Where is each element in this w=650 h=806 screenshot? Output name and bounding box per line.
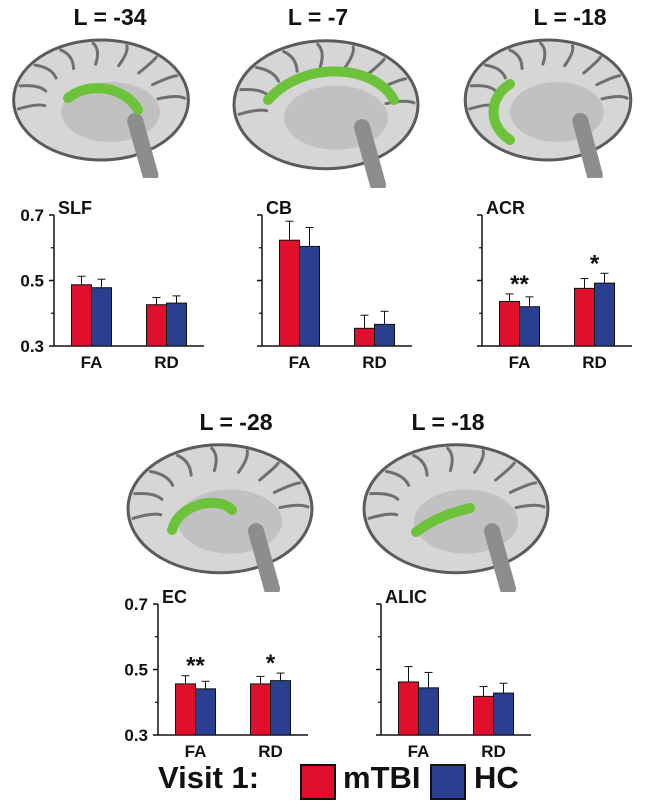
x-tick-label: FA <box>289 353 311 372</box>
y-tick-label: 0.3 <box>20 337 44 356</box>
x-tick-label: RD <box>258 742 283 761</box>
significance-marker: ** <box>510 271 529 298</box>
chart-title: ACR <box>486 198 525 218</box>
bar-mtbi-fa <box>279 239 300 347</box>
y-tick-label: 0.7 <box>20 206 44 225</box>
brain-image-alic <box>362 443 550 592</box>
x-tick-label: RD <box>481 742 506 761</box>
brain-image-slf <box>12 38 190 178</box>
bar-hc-rd <box>594 282 615 347</box>
bar-hc-fa <box>195 688 216 736</box>
legend-swatch-hc <box>430 764 466 800</box>
legend-label-hc: HC <box>474 760 519 795</box>
bar-mtbi-fa <box>71 284 92 347</box>
bar-mtbi-rd <box>250 683 271 736</box>
bar-mtbi-fa <box>175 683 196 736</box>
chart-slf: SLF 0.3 0.5 0.7 FA RD <box>20 198 204 372</box>
brain-label-ec: L = -28 <box>199 409 273 435</box>
bar-mtbi-rd <box>354 327 375 347</box>
brain-label-slf: L = -34 <box>73 4 147 30</box>
chart-title: CB <box>266 198 292 218</box>
bar-mtbi-fa <box>398 681 419 736</box>
brain-label-cb: L = -7 <box>287 4 349 30</box>
x-tick-label: RD <box>582 353 607 372</box>
x-tick-label: FA <box>408 742 430 761</box>
chart-ec: EC 0.3 0.5 0.7 FA ** RD * <box>124 587 308 761</box>
bar-mtbi-rd <box>146 304 167 347</box>
y-tick-label: 0.5 <box>124 661 148 680</box>
legend-label-mtbi: mTBI <box>343 760 421 795</box>
bar-hc-fa <box>418 687 439 736</box>
bar-hc-fa <box>91 287 112 347</box>
bar-hc-fa <box>519 306 540 347</box>
chart-title: EC <box>162 587 187 607</box>
bar-hc-rd <box>493 692 514 736</box>
chart-cb: CB FA RD <box>257 198 412 372</box>
significance-marker: * <box>266 650 276 677</box>
legend-prefix: Visit 1: <box>158 760 260 795</box>
x-tick-label: FA <box>509 353 531 372</box>
significance-marker: * <box>590 250 600 277</box>
bar-mtbi-rd <box>574 287 595 347</box>
y-tick-label: 0.3 <box>124 726 148 745</box>
bar-hc-rd <box>270 680 291 736</box>
legend: Visit 1: mTBI HC <box>0 756 650 806</box>
chart-title: SLF <box>58 198 92 218</box>
x-tick-label: RD <box>154 353 179 372</box>
chart-alic: ALIC FA RD <box>376 587 531 761</box>
legend-swatch-mtbi <box>300 764 336 800</box>
brain-image-acr <box>463 38 633 178</box>
x-tick-label: RD <box>362 353 387 372</box>
brain-image-ec <box>126 443 314 592</box>
x-tick-label: FA <box>185 742 207 761</box>
brain-image-cb <box>232 39 420 188</box>
chart-title: ALIC <box>385 587 427 607</box>
bar-hc-rd <box>166 302 187 347</box>
bar-mtbi-fa <box>499 300 520 347</box>
brain-label-acr: L = -18 <box>533 4 607 30</box>
chart-acr: ACR FA ** RD * <box>477 198 632 372</box>
bar-hc-fa <box>299 245 320 347</box>
brain-label-alic: L = -18 <box>411 409 485 435</box>
bar-hc-rd <box>374 323 395 347</box>
bar-mtbi-rd <box>473 695 494 736</box>
significance-marker: ** <box>186 653 205 680</box>
y-tick-label: 0.7 <box>124 595 148 614</box>
x-tick-label: FA <box>81 353 103 372</box>
y-tick-label: 0.5 <box>20 272 44 291</box>
